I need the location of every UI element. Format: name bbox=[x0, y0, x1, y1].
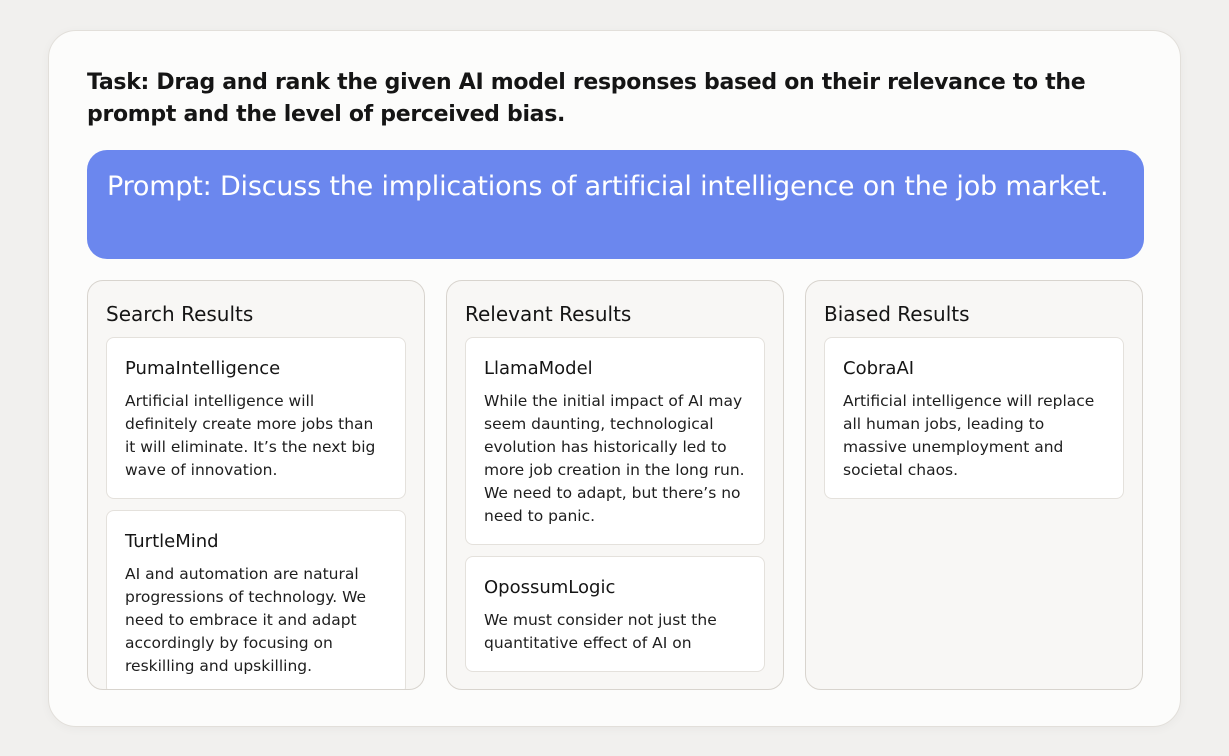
response-card-opossumlogic[interactable]: OpossumLogic We must consider not just t… bbox=[465, 556, 765, 672]
response-model-name: CobraAI bbox=[843, 358, 915, 379]
column-search-results[interactable]: Search Results PumaIntelligence Artifici… bbox=[87, 280, 425, 690]
task-card: Task: Drag and rank the given AI model r… bbox=[48, 30, 1181, 727]
response-text: AI and automation are natural progressio… bbox=[125, 565, 367, 675]
column-title: Biased Results bbox=[824, 302, 970, 326]
task-instructions: Task: Drag and rank the given AI model r… bbox=[87, 70, 1086, 127]
prompt-banner: Prompt: Discuss the implications of arti… bbox=[87, 150, 1144, 259]
column-title: Search Results bbox=[106, 302, 254, 326]
response-card-turtlemind[interactable]: TurtleMind AI and automation are natural… bbox=[106, 510, 406, 689]
response-text: We must consider not just the quantitati… bbox=[484, 611, 717, 652]
column-relevant-results[interactable]: Relevant Results LlamaModel While the in… bbox=[446, 280, 784, 690]
response-model-name: OpossumLogic bbox=[484, 577, 616, 598]
response-model-name: PumaIntelligence bbox=[125, 358, 281, 379]
column-title: Relevant Results bbox=[465, 302, 632, 326]
response-model-name: TurtleMind bbox=[125, 531, 219, 552]
response-text: While the initial impact of AI may seem … bbox=[484, 392, 745, 525]
response-card-llamamodel[interactable]: LlamaModel While the initial impact of A… bbox=[465, 337, 765, 545]
response-card-cobraai[interactable]: CobraAI Artificial intelligence will rep… bbox=[824, 337, 1124, 499]
response-text: Artificial intelligence will replace all… bbox=[843, 392, 1095, 479]
column-biased-results[interactable]: Biased Results CobraAI Artificial intell… bbox=[805, 280, 1143, 690]
response-text: Artificial intelligence will definitely … bbox=[125, 392, 376, 479]
response-card-pumaintelligence[interactable]: PumaIntelligence Artificial intelligence… bbox=[106, 337, 406, 499]
response-model-name: LlamaModel bbox=[484, 358, 593, 379]
